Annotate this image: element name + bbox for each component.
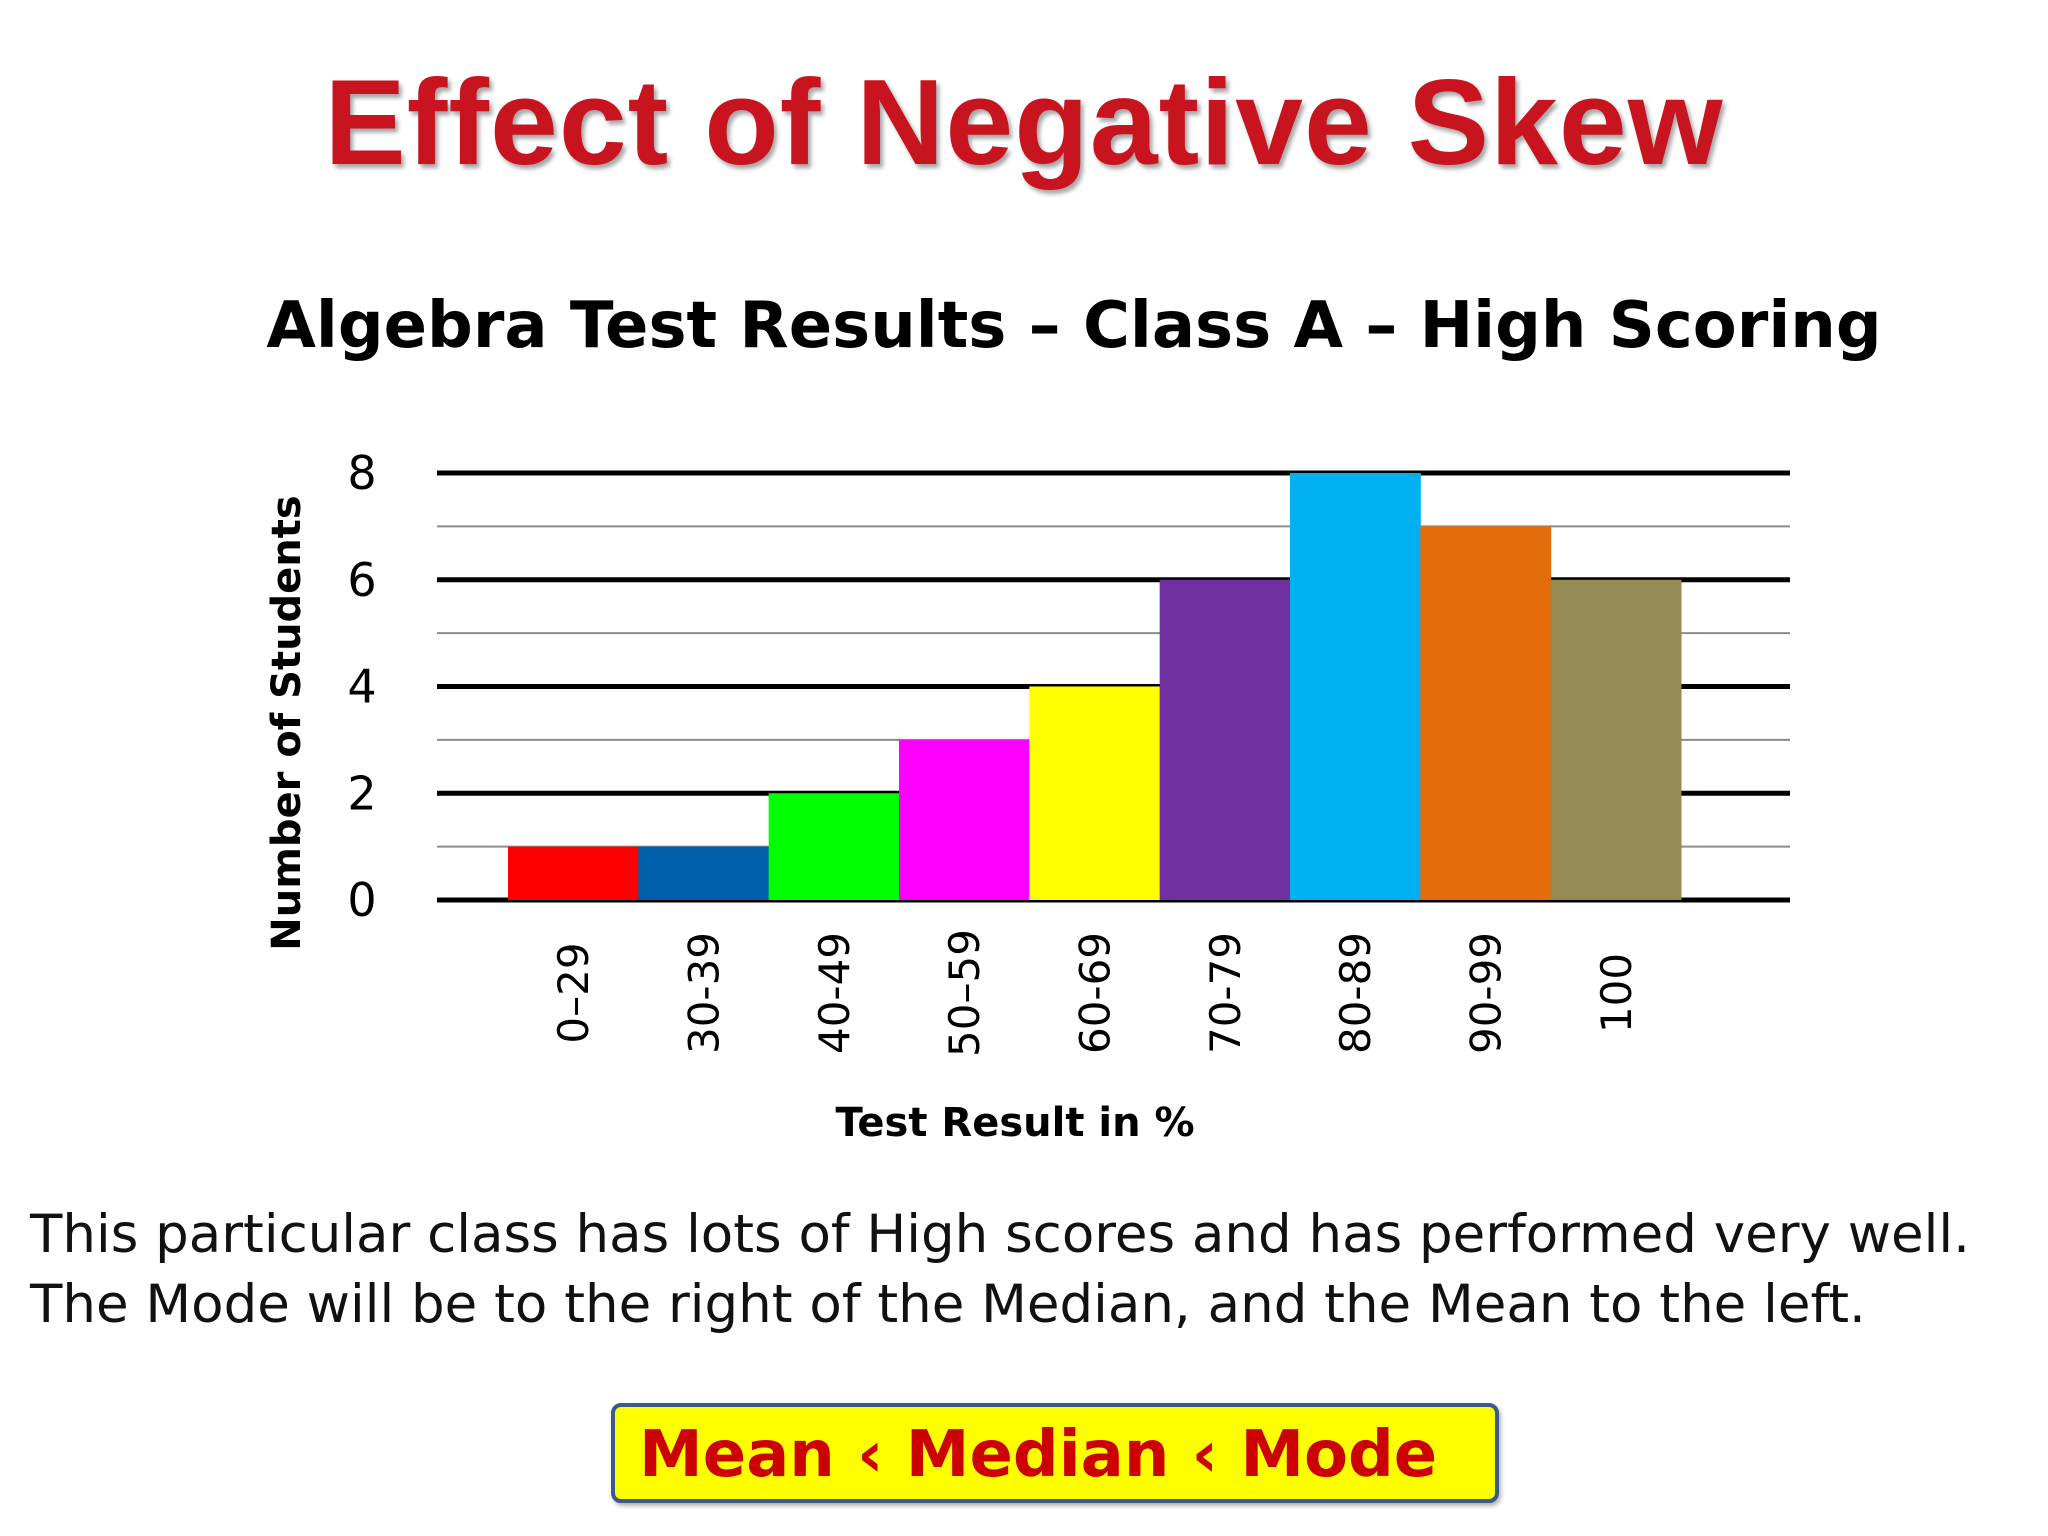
bar bbox=[1029, 686, 1161, 900]
y-tick-label: 2 bbox=[347, 766, 376, 820]
x-tick-labels: 0–29 30-39 40-49 50–59 60-69 70-79 80-89 90-99 1… bbox=[549, 929, 1641, 1057]
caption-line-1: This particular class has lots of High s… bbox=[30, 1204, 1970, 1265]
bar bbox=[508, 846, 639, 900]
bars bbox=[508, 473, 1682, 900]
x-tick-label: 90-99 bbox=[1462, 932, 1511, 1054]
x-tick-label: 80-89 bbox=[1331, 932, 1380, 1054]
bar bbox=[899, 739, 1030, 900]
x-tick-label: 40-49 bbox=[810, 932, 859, 1054]
bar bbox=[1420, 526, 1552, 900]
formula-text: Mean ‹ Median ‹ Mode bbox=[639, 1418, 1438, 1492]
bar bbox=[1290, 473, 1421, 900]
chart-title: Algebra Test Results – Class A – High Sc… bbox=[266, 289, 1881, 363]
formula-box: Mean ‹ Median ‹ Mode bbox=[611, 1403, 1499, 1503]
caption: This particular class has lots of High s… bbox=[30, 1200, 2030, 1340]
caption-line-2: The Mode will be to the right of the Med… bbox=[30, 1274, 1866, 1335]
y-tick-label: 0 bbox=[347, 873, 376, 927]
y-tick-label: 6 bbox=[347, 553, 376, 607]
y-tick-label: 8 bbox=[347, 446, 376, 500]
y-tick-label: 4 bbox=[347, 660, 376, 714]
x-axis-label: Test Result in % bbox=[835, 1100, 1194, 1146]
y-tick-labels: 0 2 4 6 8 bbox=[347, 446, 376, 927]
slide-title: Effect of Negative Skew bbox=[324, 54, 1724, 190]
x-tick-label: 0–29 bbox=[549, 942, 598, 1043]
x-tick-label: 100 bbox=[1592, 953, 1641, 1033]
histogram-chart: Algebra Test Results – Class A – High Sc… bbox=[264, 289, 1882, 1146]
x-tick-label: 70-79 bbox=[1201, 932, 1250, 1054]
bar bbox=[1550, 579, 1682, 900]
bar bbox=[768, 793, 900, 900]
bar bbox=[638, 846, 770, 900]
bar bbox=[1159, 579, 1291, 900]
y-axis-label: Number of Students bbox=[264, 495, 310, 950]
x-tick-label: 30-39 bbox=[680, 932, 729, 1054]
x-tick-label: 60-69 bbox=[1071, 932, 1120, 1054]
x-tick-label: 50–59 bbox=[940, 929, 989, 1057]
